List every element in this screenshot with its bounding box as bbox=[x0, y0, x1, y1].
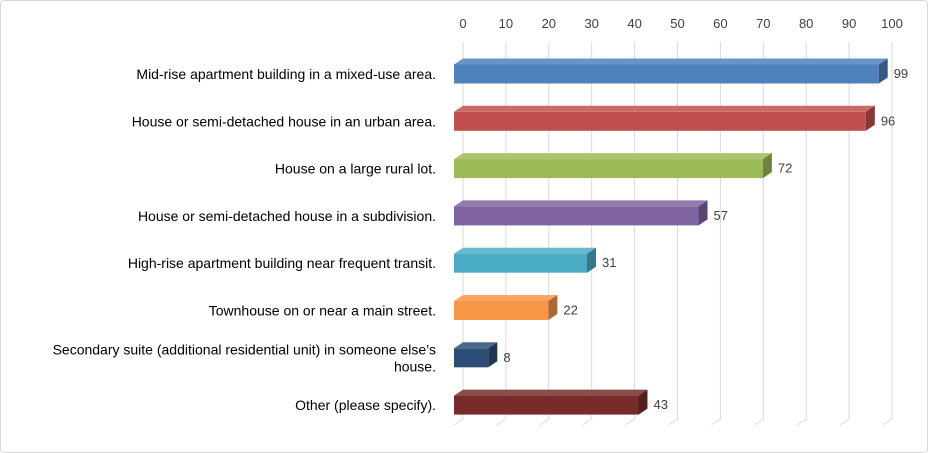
x-tick-label: 100 bbox=[881, 16, 903, 31]
bar-3 bbox=[454, 153, 772, 179]
gridline-floor-60 bbox=[711, 418, 721, 426]
bar-front-face bbox=[454, 159, 763, 179]
bar-2 bbox=[454, 105, 875, 131]
bar-front-face bbox=[454, 395, 639, 415]
x-tick-label: 40 bbox=[627, 16, 641, 31]
gridline-floor-100 bbox=[882, 418, 893, 426]
bar-top-face bbox=[454, 58, 888, 65]
bar-top-face bbox=[454, 389, 648, 396]
x-tick-label: 70 bbox=[756, 16, 770, 31]
category-label: House on a large rural lot. bbox=[275, 161, 436, 177]
bar-5 bbox=[454, 247, 596, 273]
gridline-floor-0 bbox=[453, 418, 464, 426]
bar-top-face bbox=[454, 247, 596, 254]
x-tick-label: 90 bbox=[842, 16, 856, 31]
category-label: Mid-rise apartment building in a mixed-u… bbox=[136, 66, 436, 82]
category-label: Secondary suite (additional residential … bbox=[53, 341, 436, 374]
bar-top-face bbox=[454, 153, 772, 160]
bar-side-face bbox=[698, 200, 708, 226]
bar-side-face bbox=[586, 247, 596, 273]
bar-side-face bbox=[878, 58, 888, 84]
gridline-floor-10 bbox=[496, 418, 507, 426]
bar-side-face bbox=[488, 342, 498, 368]
gridline-floor-20 bbox=[539, 418, 550, 426]
gridline-floor-40 bbox=[625, 418, 635, 426]
gridline-floor-80 bbox=[796, 418, 807, 426]
category-label: High-rise apartment building near freque… bbox=[128, 255, 436, 271]
data-label: 31 bbox=[602, 255, 616, 270]
bar-top-face bbox=[454, 295, 558, 301]
x-axis-tick-labels: 0 10 20 30 40 50 60 70 80 90 100 bbox=[459, 16, 902, 31]
category-label: House or semi-detached house in a subdiv… bbox=[138, 208, 436, 224]
bar-front-face bbox=[454, 301, 549, 320]
bar-front-face bbox=[454, 64, 879, 84]
data-label: 8 bbox=[503, 350, 510, 365]
bar-6 bbox=[454, 295, 558, 320]
x-tick-label: 60 bbox=[713, 16, 727, 31]
category-label: House or semi-detached house in an urban… bbox=[132, 113, 436, 129]
data-label: 99 bbox=[894, 66, 908, 81]
data-label: 43 bbox=[653, 397, 667, 412]
bar-8 bbox=[454, 389, 648, 415]
category-label: Townhouse on or near a main street. bbox=[209, 303, 436, 319]
x-tick-label: 10 bbox=[499, 16, 513, 31]
bar-side-face bbox=[762, 153, 772, 179]
data-labels: 99 96 72 57 31 22 8 43 bbox=[503, 66, 908, 412]
bar-top-face bbox=[454, 200, 708, 207]
x-tick-label: 30 bbox=[584, 16, 598, 31]
gridline-floor-30 bbox=[582, 418, 592, 426]
gridline-floor-50 bbox=[668, 418, 678, 426]
bar-top-face bbox=[454, 105, 875, 112]
x-tick-label: 80 bbox=[799, 16, 813, 31]
data-label: 57 bbox=[714, 208, 728, 223]
bar-side-face bbox=[865, 105, 875, 131]
x-tick-label: 50 bbox=[670, 16, 684, 31]
data-label: 96 bbox=[881, 113, 895, 128]
bar-side-face bbox=[548, 295, 558, 320]
data-label: 72 bbox=[778, 161, 792, 176]
x-tick-label: 0 bbox=[459, 16, 466, 31]
data-label: 22 bbox=[563, 303, 577, 318]
x-tick-label: 20 bbox=[542, 16, 556, 31]
bar-front-face bbox=[454, 111, 866, 131]
bar-7 bbox=[454, 342, 498, 368]
bars bbox=[454, 58, 888, 415]
bar-front-face bbox=[454, 348, 489, 368]
bar-top-face bbox=[454, 342, 498, 349]
category-labels: Mid-rise apartment building in a mixed-u… bbox=[53, 66, 436, 413]
gridline-floor-90 bbox=[839, 418, 850, 426]
bar-side-face bbox=[638, 389, 648, 415]
gridline-floor-70 bbox=[754, 418, 764, 426]
bar-front-face bbox=[454, 253, 587, 273]
gridlines bbox=[453, 42, 893, 426]
bar-front-face bbox=[454, 206, 699, 226]
bar-1 bbox=[454, 58, 888, 84]
category-label: Other (please specify). bbox=[295, 397, 436, 413]
bar-4 bbox=[454, 200, 708, 226]
